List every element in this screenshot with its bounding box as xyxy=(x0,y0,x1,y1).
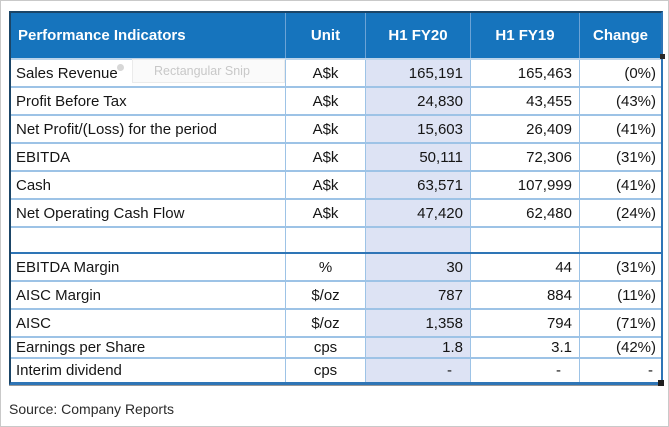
cell-unit: A$k xyxy=(286,88,366,114)
cell-unit: $/oz xyxy=(286,310,366,336)
cell-unit: A$k xyxy=(286,172,366,198)
cell-indicator xyxy=(11,228,286,252)
cell-unit: $/oz xyxy=(286,282,366,308)
fill-handle-icon[interactable] xyxy=(658,380,664,386)
column-header-h1-fy20: H1 FY20 xyxy=(366,13,471,58)
cell-change: (31%) xyxy=(615,148,656,166)
cell-indicator: Interim dividend xyxy=(11,359,286,382)
snip-cursor-dot xyxy=(117,64,124,71)
cell-change: (41%) xyxy=(615,120,656,138)
cell-unit: A$k xyxy=(286,60,366,86)
cell-change: (43%) xyxy=(615,92,656,110)
cell-h1-fy20: 15,603 xyxy=(366,116,471,142)
cell-h1-fy19: 107,999 xyxy=(471,172,580,198)
cell-indicator: EBITDA Margin xyxy=(11,254,286,280)
column-header-unit: Unit xyxy=(286,13,366,58)
cell-change: (42%) xyxy=(615,339,656,356)
cell-change xyxy=(580,228,661,252)
cell-h1-fy20: 47,420 xyxy=(366,200,471,226)
cell-h1-fy19: 165,463 xyxy=(471,60,580,86)
cell-indicator: Earnings per Share xyxy=(11,338,286,357)
snip-tooltip-label: Rectangular Snip xyxy=(154,64,250,78)
cell-h1-fy19: 44 xyxy=(471,254,580,280)
cell-change: - xyxy=(648,362,653,379)
table-row: Cash A$k 63,571 107,999 (41%) xyxy=(11,172,661,200)
snip-tooltip: Rectangular Snip xyxy=(132,59,285,83)
cell-indicator: Sales Revenue xyxy=(11,60,286,86)
cell-h1-fy19 xyxy=(471,228,580,252)
table-row xyxy=(11,228,661,254)
cell-indicator: Net Operating Cash Flow xyxy=(11,200,286,226)
cell-h1-fy20: 165,191 xyxy=(366,60,471,86)
cell-indicator: AISC Margin xyxy=(11,282,286,308)
cell-h1-fy20 xyxy=(366,228,471,252)
table-row: Net Profit/(Loss) for the period A$k 15,… xyxy=(11,116,661,144)
source-note: Source: Company Reports xyxy=(9,401,174,417)
table-row: Earnings per Share cps 1.8 3.1 (42%) xyxy=(11,338,661,359)
cell-change: (11%) xyxy=(617,286,656,304)
table-row: Sales Revenue A$k 165,191 165,463 (0%) xyxy=(11,60,661,88)
cell-unit: cps xyxy=(286,338,366,357)
table-row: AISC Margin $/oz 787 884 (11%) xyxy=(11,282,661,310)
column-header-performance-indicators: Performance Indicators xyxy=(11,13,286,58)
cell-h1-fy19: 794 xyxy=(471,310,580,336)
cell-change: (24%) xyxy=(615,204,656,222)
cell-change: (31%) xyxy=(615,258,656,276)
cell-h1-fy20: - xyxy=(366,359,471,382)
cell-h1-fy20: 1.8 xyxy=(366,338,471,357)
cell-h1-fy20: 1,358 xyxy=(366,310,471,336)
cell-h1-fy20: 30 xyxy=(366,254,471,280)
table-body: Sales Revenue A$k 165,191 165,463 (0%) P… xyxy=(11,60,661,382)
cell-h1-fy19: - xyxy=(471,359,580,382)
table-row: EBITDA Margin % 30 44 (31%) xyxy=(11,254,661,282)
cell-unit: % xyxy=(286,254,366,280)
cell-indicator: AISC xyxy=(11,310,286,336)
cell-unit: cps xyxy=(286,359,366,382)
cell-unit xyxy=(286,228,366,252)
table-header-row: Performance Indicators Unit H1 FY20 H1 F… xyxy=(11,13,661,60)
column-header-change: Change xyxy=(580,13,661,58)
cell-indicator: Profit Before Tax xyxy=(11,88,286,114)
selection-handle-right-icon[interactable] xyxy=(660,54,665,59)
cell-h1-fy20: 787 xyxy=(366,282,471,308)
cell-h1-fy19: 26,409 xyxy=(471,116,580,142)
cell-h1-fy19: 884 xyxy=(471,282,580,308)
cell-h1-fy19: 72,306 xyxy=(471,144,580,170)
cell-h1-fy20: 63,571 xyxy=(366,172,471,198)
cell-unit: A$k xyxy=(286,144,366,170)
cell-change: (0%) xyxy=(624,64,656,82)
cell-h1-fy19: 43,455 xyxy=(471,88,580,114)
cell-h1-fy19: 3.1 xyxy=(471,338,580,357)
table-row: AISC $/oz 1,358 794 (71%) xyxy=(11,310,661,338)
cell-h1-fy20: 50,111 xyxy=(366,144,471,170)
cell-change: (71%) xyxy=(615,314,656,332)
cell-change: (41%) xyxy=(615,176,656,194)
table-row: Interim dividend cps - - - xyxy=(11,359,661,382)
cell-indicator: Cash xyxy=(11,172,286,198)
cell-h1-fy20: 24,830 xyxy=(366,88,471,114)
cell-unit: A$k xyxy=(286,200,366,226)
cell-indicator: Net Profit/(Loss) for the period xyxy=(11,116,286,142)
table-row: Profit Before Tax A$k 24,830 43,455 (43%… xyxy=(11,88,661,116)
table-row: EBITDA A$k 50,111 72,306 (31%) xyxy=(11,144,661,172)
cell-indicator: EBITDA xyxy=(11,144,286,170)
table-row: Net Operating Cash Flow A$k 47,420 62,48… xyxy=(11,200,661,228)
column-header-h1-fy19: H1 FY19 xyxy=(471,13,580,58)
performance-table: Performance Indicators Unit H1 FY20 H1 F… xyxy=(9,11,663,385)
cell-unit: A$k xyxy=(286,116,366,142)
cell-h1-fy19: 62,480 xyxy=(471,200,580,226)
